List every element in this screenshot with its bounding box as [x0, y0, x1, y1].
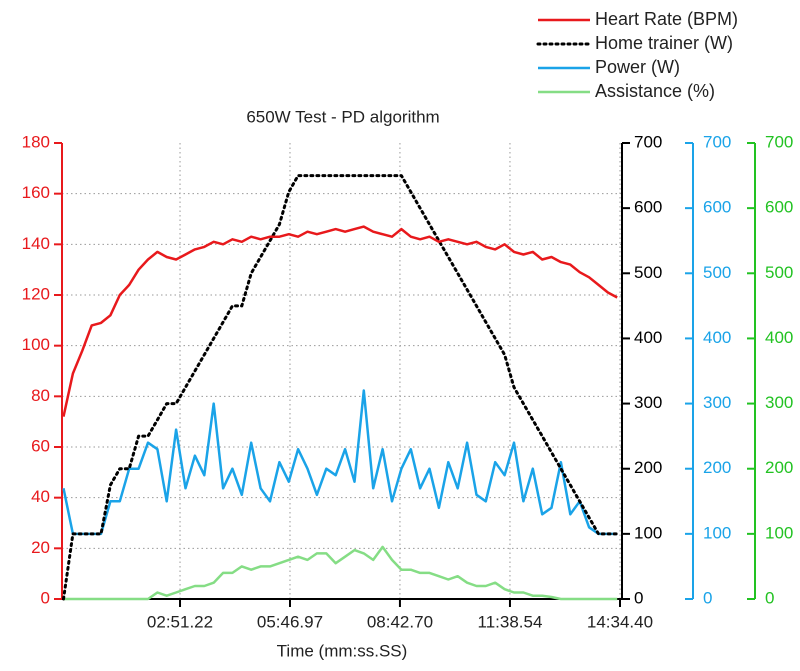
y-tick-label: 600 [765, 198, 793, 217]
legend-label: Power (W) [595, 57, 680, 77]
x-axis-label: Time (mm:ss.SS) [277, 641, 408, 660]
x-tick-label: 08:42.70 [367, 612, 433, 631]
y-tick-label: 200 [765, 458, 793, 477]
y-tick-label: 0 [634, 588, 643, 607]
y-tick-label: 500 [765, 263, 793, 282]
x-tick-label: 02:51.22 [147, 612, 213, 631]
x-tick-label: 11:38.54 [478, 612, 543, 631]
x-tick-label: 14:34.40 [587, 612, 653, 631]
y-tick-label: 0 [765, 588, 774, 607]
y-tick-label: 180 [22, 132, 50, 151]
y-tick-label: 400 [634, 328, 662, 347]
y-tick-label: 600 [703, 198, 731, 217]
y-tick-label: 700 [765, 132, 793, 151]
y-tick-label: 300 [634, 393, 662, 412]
y-tick-label: 300 [765, 393, 793, 412]
y-tick-label: 600 [634, 198, 662, 217]
legend-label: Home trainer (W) [595, 33, 733, 53]
series-line [62, 225, 618, 417]
y-tick-label: 500 [703, 263, 731, 282]
y-tick-label: 60 [31, 436, 50, 455]
legend-label: Heart Rate (BPM) [595, 9, 738, 29]
y-tick-label: 700 [703, 132, 731, 151]
y-tick-label: 80 [31, 386, 50, 405]
y-tick-label: 160 [22, 183, 50, 202]
y-tick-label: 100 [634, 523, 662, 542]
y-tick-label: 400 [703, 328, 731, 347]
y-tick-label: 140 [22, 234, 50, 253]
y-tick-label: 700 [634, 132, 662, 151]
series-line [62, 174, 619, 601]
y-tick-label: 0 [41, 588, 50, 607]
y-tick-label: 200 [703, 458, 731, 477]
series-line [62, 389, 618, 536]
y-tick-label: 100 [765, 523, 793, 542]
y-tick-label: 0 [703, 588, 712, 607]
y-tick-label: 200 [634, 458, 662, 477]
y-tick-label: 20 [31, 538, 50, 557]
y-tick-label: 300 [703, 393, 731, 412]
y-tick-label: 400 [765, 328, 793, 347]
y-tick-label: 40 [31, 487, 50, 506]
x-tick-label: 05:46.97 [257, 612, 323, 631]
y-tick-label: 120 [22, 284, 50, 303]
y-tick-label: 100 [22, 335, 50, 354]
legend-label: Assistance (%) [595, 81, 715, 101]
chart-title: 650W Test - PD algorithm [246, 107, 439, 126]
y-tick-label: 100 [703, 523, 731, 542]
series-line [63, 545, 618, 601]
y-tick-label: 500 [634, 263, 662, 282]
